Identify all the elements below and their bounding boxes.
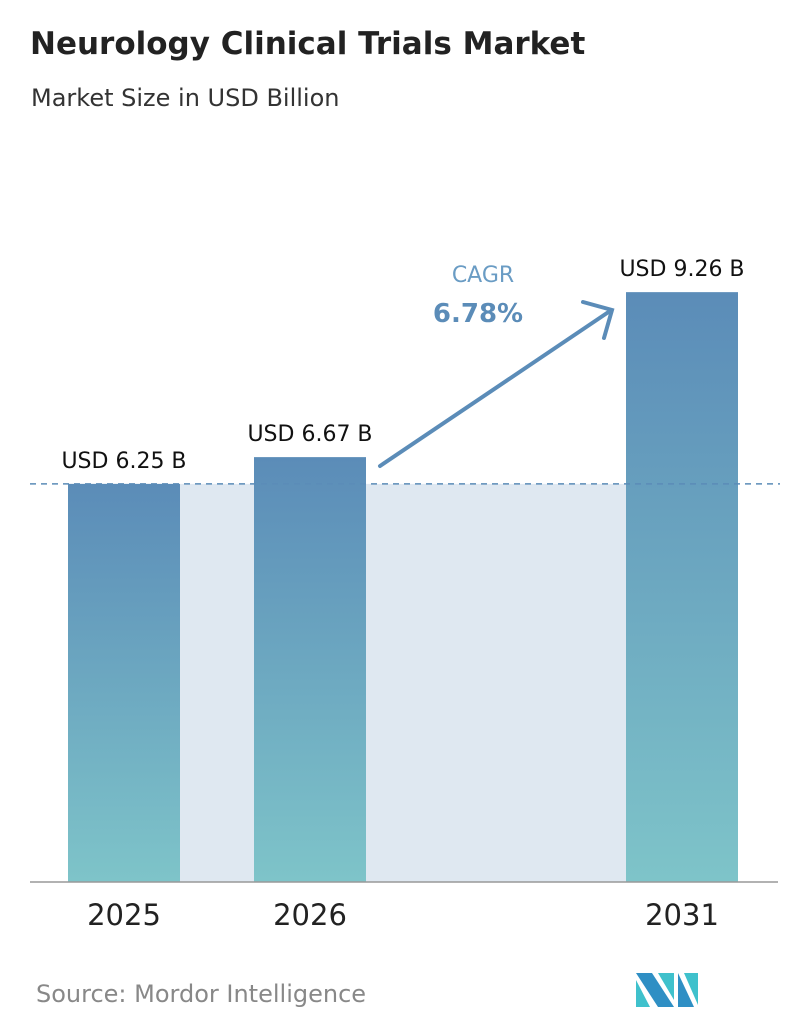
bar-2031 [626,292,738,882]
source-text: Source: Mordor Intelligence [36,980,367,1008]
data-label-2025: USD 6.25 B [61,449,186,474]
chart-subtitle: Market Size in USD Billion [31,84,340,112]
bar-2025 [68,483,180,882]
x-tick-2031: 2031 [645,898,719,932]
cagr-value: 6.78% [433,299,523,329]
x-tick-2025: 2025 [87,898,161,932]
x-tick-2026: 2026 [273,898,347,932]
data-label-2026: USD 6.67 B [247,422,372,447]
data-label-2031: USD 9.26 B [619,257,744,282]
cagr-arrow [378,300,615,468]
bar-2026 [254,457,366,882]
chart-title: Neurology Clinical Trials Market [30,26,586,62]
cagr-label: CAGR [452,263,514,288]
